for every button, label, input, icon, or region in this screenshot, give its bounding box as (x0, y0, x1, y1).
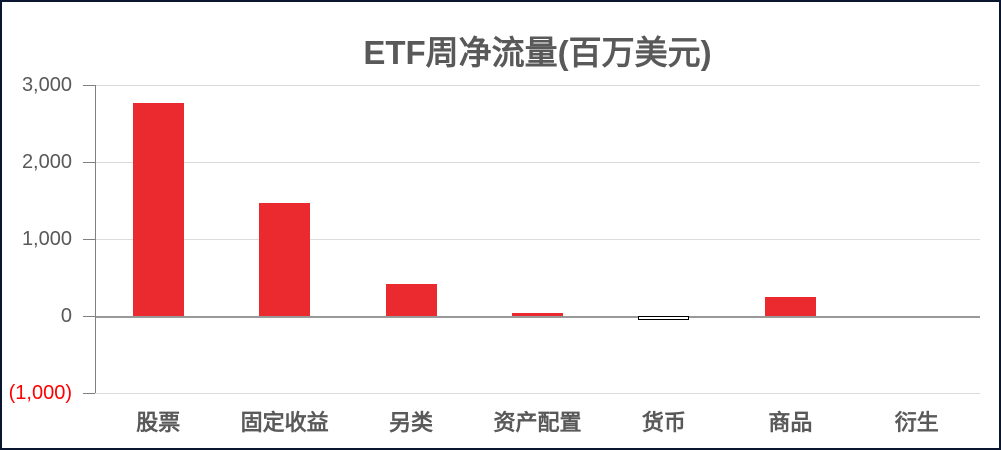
x-axis-label: 资产配置 (493, 410, 582, 435)
y-axis-tick (83, 393, 95, 394)
bar-2 (385, 284, 437, 316)
y-axis-label: 2,000 (21, 151, 72, 173)
chart-title: ETF周净流量(百万美元) (363, 34, 712, 71)
y-axis-label: 1,000 (21, 228, 72, 250)
bar-3 (512, 313, 563, 316)
x-axis-label: 股票 (136, 410, 181, 435)
y-axis-tick (83, 239, 95, 240)
y-axis-tick (83, 162, 95, 163)
gridline (95, 162, 980, 163)
bar-0 (132, 102, 184, 316)
x-axis-label: 商品 (768, 410, 813, 435)
bar-1 (259, 202, 311, 316)
x-axis-label: 另类 (389, 410, 434, 435)
gridline (95, 85, 980, 86)
x-axis-label: 衍生 (894, 410, 939, 435)
zero-axis-line (95, 315, 980, 318)
bar-4 (638, 316, 690, 320)
y-axis-label: (1,000) (8, 382, 72, 404)
y-axis-line (95, 85, 96, 393)
x-axis-label: 固定收益 (240, 410, 329, 435)
y-axis-tick (83, 85, 95, 86)
gridline (95, 239, 980, 240)
gridline (95, 393, 980, 394)
bar-5 (764, 296, 816, 316)
y-axis-label: 3,000 (21, 74, 72, 96)
x-axis-label: 货币 (641, 410, 686, 435)
y-axis-label: 0 (60, 305, 72, 327)
y-axis-tick (83, 316, 95, 317)
